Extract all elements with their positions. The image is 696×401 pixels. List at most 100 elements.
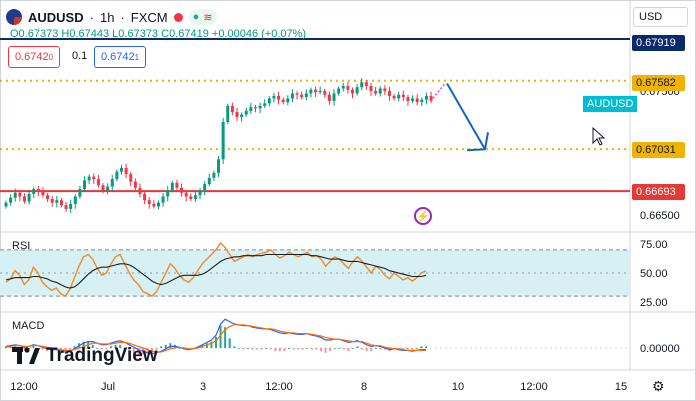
symbol-header[interactable]: AUDUSD · 1h · FXCM ● ≋ bbox=[6, 8, 217, 26]
candle-body[interactable] bbox=[263, 103, 267, 106]
symbol-name[interactable]: AUDUSD bbox=[28, 9, 84, 25]
candle-body[interactable] bbox=[9, 197, 13, 203]
rsi-pane-label[interactable]: RSI bbox=[12, 240, 31, 252]
candle-body[interactable] bbox=[189, 196, 193, 199]
candle-body[interactable] bbox=[397, 94, 401, 99]
candle-body[interactable] bbox=[295, 93, 299, 95]
candle-body[interactable] bbox=[46, 195, 50, 199]
candle-body[interactable] bbox=[341, 86, 345, 89]
candle-body[interactable] bbox=[27, 194, 31, 202]
candle-body[interactable] bbox=[420, 99, 424, 103]
candle-body[interactable] bbox=[318, 90, 322, 93]
candle-body[interactable] bbox=[323, 90, 327, 95]
candle-body[interactable] bbox=[392, 95, 396, 99]
candle-body[interactable] bbox=[78, 189, 82, 197]
candle-body[interactable] bbox=[50, 198, 54, 203]
candle-body[interactable] bbox=[226, 105, 230, 122]
candle-body[interactable] bbox=[314, 89, 318, 93]
candle-body[interactable] bbox=[332, 93, 336, 101]
candle-body[interactable] bbox=[13, 192, 17, 198]
candle-body[interactable] bbox=[106, 186, 110, 191]
candle-body[interactable] bbox=[429, 95, 433, 101]
candle-body[interactable] bbox=[96, 179, 100, 186]
candle-body[interactable] bbox=[64, 205, 68, 209]
buy-button[interactable]: 0.6742 1 bbox=[94, 46, 147, 68]
candle-body[interactable] bbox=[156, 202, 160, 207]
candle-body[interactable] bbox=[175, 182, 179, 188]
candle-body[interactable] bbox=[124, 167, 128, 175]
candle-body[interactable] bbox=[244, 110, 248, 115]
candle-body[interactable] bbox=[133, 181, 137, 188]
candle-body[interactable] bbox=[374, 90, 378, 94]
candle-body[interactable] bbox=[351, 89, 354, 94]
candle-body[interactable] bbox=[161, 196, 165, 203]
candle-body[interactable] bbox=[387, 90, 391, 96]
candle-body[interactable] bbox=[18, 192, 22, 197]
candle-body[interactable] bbox=[193, 195, 197, 199]
candle-body[interactable] bbox=[55, 200, 59, 203]
candle-body[interactable] bbox=[138, 187, 142, 194]
candle-body[interactable] bbox=[281, 99, 285, 103]
candle-body[interactable] bbox=[411, 98, 415, 101]
candle-body[interactable] bbox=[286, 98, 290, 103]
candle-body[interactable] bbox=[258, 105, 262, 109]
candle-body[interactable] bbox=[360, 82, 364, 88]
candle-body[interactable] bbox=[249, 107, 253, 111]
rsi-series-line-1[interactable] bbox=[5, 253, 427, 289]
candle-body[interactable] bbox=[147, 200, 151, 204]
candle-body[interactable] bbox=[73, 196, 77, 204]
candle-body[interactable] bbox=[253, 107, 257, 109]
candle-body[interactable] bbox=[277, 95, 281, 100]
macd-pane-label[interactable]: MACD bbox=[12, 320, 45, 332]
tradingview-logo[interactable]: TradingView bbox=[12, 345, 158, 367]
candle-body[interactable] bbox=[4, 202, 8, 207]
candle-body[interactable] bbox=[32, 189, 36, 194]
candle-body[interactable] bbox=[152, 203, 156, 207]
candle-body[interactable] bbox=[290, 93, 294, 99]
candle-body[interactable] bbox=[378, 88, 382, 94]
candle-body[interactable] bbox=[69, 203, 73, 209]
candle-body[interactable] bbox=[401, 94, 405, 98]
candle-body[interactable] bbox=[115, 171, 119, 180]
candle-body[interactable] bbox=[217, 159, 221, 173]
candle-body[interactable] bbox=[337, 88, 341, 94]
candle-body[interactable] bbox=[36, 189, 40, 192]
candle-body[interactable] bbox=[166, 190, 170, 197]
candle-body[interactable] bbox=[424, 95, 428, 100]
candle-body[interactable] bbox=[415, 98, 419, 103]
candle-body[interactable] bbox=[92, 176, 96, 180]
candle-body[interactable] bbox=[230, 105, 234, 113]
settings-gear-icon[interactable]: ⚙ bbox=[652, 378, 665, 394]
candle-body[interactable] bbox=[203, 184, 207, 191]
candle-body[interactable] bbox=[110, 179, 114, 187]
candle-body[interactable] bbox=[143, 194, 147, 201]
candle-body[interactable] bbox=[240, 114, 244, 118]
candle-body[interactable] bbox=[346, 86, 350, 90]
macd-series-line-1[interactable] bbox=[5, 324, 426, 353]
candle-body[interactable] bbox=[180, 187, 184, 193]
candle-body[interactable] bbox=[369, 86, 373, 91]
candle-body[interactable] bbox=[129, 174, 133, 182]
candle-body[interactable] bbox=[272, 95, 276, 99]
candle-body[interactable] bbox=[184, 192, 188, 197]
rsi-series-line-0[interactable] bbox=[5, 241, 427, 298]
candle-body[interactable] bbox=[87, 176, 91, 181]
candle-body[interactable] bbox=[198, 190, 202, 196]
candle-body[interactable] bbox=[22, 196, 26, 202]
candle-body[interactable] bbox=[309, 89, 313, 94]
candle-body[interactable] bbox=[304, 93, 308, 98]
candle-body[interactable] bbox=[221, 122, 225, 160]
candle-body[interactable] bbox=[235, 112, 239, 118]
candle-body[interactable] bbox=[207, 177, 211, 185]
sell-button[interactable]: 0.6742 0 bbox=[8, 46, 61, 68]
candle-body[interactable] bbox=[364, 82, 368, 86]
candle-body[interactable] bbox=[327, 94, 331, 101]
data-status-badge[interactable]: ● ≋ bbox=[188, 9, 217, 25]
projection-arrow-line[interactable] bbox=[446, 83, 486, 150]
currency-selector[interactable]: USD bbox=[633, 7, 688, 27]
candle-body[interactable] bbox=[120, 167, 123, 172]
candle-body[interactable] bbox=[355, 87, 359, 94]
interval-label[interactable]: 1h bbox=[99, 9, 115, 25]
candle-body[interactable] bbox=[300, 94, 304, 98]
